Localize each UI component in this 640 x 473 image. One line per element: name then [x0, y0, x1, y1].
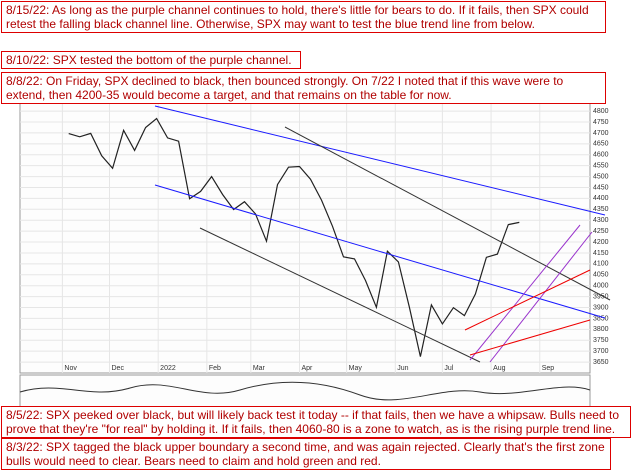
y-tick-label: 4500	[593, 173, 609, 180]
y-tick-label: 4050	[593, 272, 609, 279]
y-tick-label: 3950	[593, 293, 609, 300]
annotation: 8/10/22: SPX tested the bottom of the pu…	[1, 51, 301, 69]
x-tick-label: Jul	[444, 365, 453, 372]
y-tick-label: 4150	[593, 250, 609, 257]
y-tick-label: 4650	[593, 141, 609, 148]
y-tick-label: 4550	[593, 163, 609, 170]
annotation: 8/15/22: As long as the purple channel c…	[1, 1, 606, 33]
y-tick-label: 3750	[593, 337, 609, 344]
y-tick-label: 4000	[593, 283, 609, 290]
red-line	[464, 269, 591, 331]
y-tick-label: 3900	[593, 304, 609, 311]
price-line	[68, 117, 520, 357]
y-tick-label: 4400	[593, 195, 609, 202]
y-tick-label: 4200	[593, 239, 609, 246]
indicator-panel	[19, 374, 591, 408]
annotation: 8/3/22: SPX tagged the black upper bound…	[1, 438, 611, 470]
x-tick-label: 2022	[160, 365, 176, 372]
red-line	[469, 319, 591, 356]
annotation: 8/8/22: On Friday, SPX declined to black…	[1, 72, 606, 104]
x-tick-label: Apr	[302, 365, 314, 372]
x-tick-label: Sep	[542, 365, 555, 372]
blue-trend-line	[154, 105, 606, 216]
y-tick-label: 3650	[593, 359, 609, 366]
purple-channel-line	[469, 224, 581, 361]
y-tick-label: 3850	[593, 315, 609, 322]
trend-lines	[154, 105, 611, 363]
y-tick-label: 3800	[593, 326, 609, 333]
x-tick-label: Mar	[253, 365, 266, 372]
indicator-line	[19, 381, 591, 401]
x-tick-label: Feb	[209, 365, 221, 372]
y-tick-label: 4600	[593, 152, 609, 159]
y-tick-label: 4250	[593, 228, 609, 235]
x-tick-label: Jun	[397, 365, 408, 372]
x-tick-label: Aug	[493, 365, 506, 372]
annotation: 8/5/22: SPX peeked over black, but will …	[1, 406, 631, 438]
y-tick-label: 4700	[593, 130, 609, 137]
y-tick-label: 4350	[593, 206, 609, 213]
x-tick-label: Dec	[112, 365, 125, 372]
y-tick-label: 4100	[593, 261, 609, 268]
purple-channel-line	[489, 231, 593, 363]
y-tick-label: 4800	[593, 108, 609, 115]
blue-trend-line	[154, 184, 606, 319]
black-channel-line	[199, 227, 481, 363]
y-tick-label: 4750	[593, 119, 609, 126]
black-channel-line	[284, 126, 611, 301]
x-tick-label: Nov	[64, 365, 77, 372]
y-tick-label: 4450	[593, 184, 609, 191]
y-tick-label: 4300	[593, 217, 609, 224]
y-tick-label: 3700	[593, 348, 609, 355]
x-tick-label: May	[349, 365, 363, 372]
